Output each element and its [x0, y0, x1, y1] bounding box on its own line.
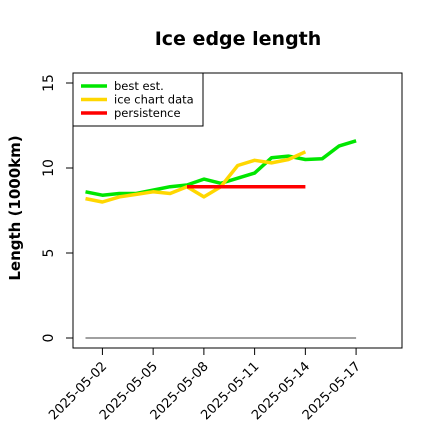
series-line-ice-chart-data: [85, 150, 307, 204]
y-tick-label: 0: [41, 334, 57, 343]
y-axis: 0 5 10 15: [41, 74, 73, 342]
y-axis-label: Length (1000km): [6, 135, 24, 280]
series-layer: [85, 139, 357, 339]
x-axis: 2025-05-022025-05-052025-05-082025-05-11…: [46, 348, 364, 423]
legend-label: persistence: [114, 106, 181, 120]
y-tick-label: 5: [41, 249, 57, 258]
y-tick-label: 10: [41, 159, 57, 177]
y-tick-label: 15: [41, 74, 57, 92]
plot-frame: [72, 72, 403, 349]
chart-title: Ice edge length: [155, 28, 322, 50]
legend-label: ice chart data: [114, 93, 194, 107]
legend-label: best est.: [114, 79, 164, 93]
